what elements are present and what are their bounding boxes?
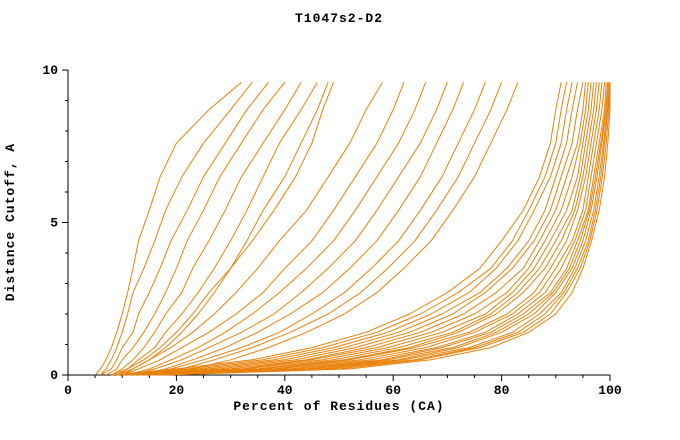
series-line	[100, 81, 269, 376]
series-line	[154, 82, 611, 376]
series-line	[127, 82, 587, 376]
series-line	[138, 82, 597, 376]
series-line	[132, 82, 448, 376]
series-line	[149, 82, 607, 376]
x-tick-label: 20	[169, 383, 185, 398]
series-line	[116, 82, 568, 376]
series-line	[111, 82, 335, 376]
y-tick-label: 0	[50, 368, 58, 383]
series-line	[143, 82, 603, 376]
y-tick-label: 5	[50, 216, 58, 231]
series-line	[154, 82, 610, 376]
series-line	[127, 82, 427, 376]
series-lines	[94, 81, 611, 376]
series-line	[138, 82, 600, 376]
series-line	[149, 82, 503, 376]
x-tick-label: 40	[277, 383, 293, 398]
series-line	[116, 81, 383, 376]
x-tick-label: 100	[598, 383, 622, 398]
x-axis-label: Percent of Residues (CA)	[233, 399, 444, 414]
series-line	[116, 82, 573, 376]
series-line	[111, 82, 562, 376]
series-line	[143, 82, 486, 376]
x-tick-label: 60	[385, 383, 401, 398]
series-line	[111, 81, 302, 376]
series-line	[149, 82, 609, 376]
series-line	[132, 82, 592, 376]
series-line	[132, 82, 595, 376]
series-line	[165, 82, 611, 376]
series-line	[122, 82, 405, 376]
series-line	[160, 82, 611, 376]
y-tick-label: 10	[42, 63, 58, 78]
series-line	[105, 81, 286, 376]
series-line	[143, 82, 606, 376]
series-line	[100, 81, 253, 376]
series-line	[121, 82, 329, 376]
series-line	[154, 82, 519, 376]
y-axis-label: Distance Cutoff, A	[3, 143, 18, 301]
series-line	[138, 82, 465, 376]
x-tick-label: 80	[494, 383, 510, 398]
chart-title: T1047s2-D2	[295, 11, 383, 26]
series-line	[122, 82, 584, 376]
series-line	[116, 81, 318, 376]
x-tick-label: 0	[64, 383, 72, 398]
series-line	[94, 81, 242, 376]
series-line	[160, 82, 611, 376]
series-line	[122, 82, 578, 376]
series-line	[127, 82, 589, 376]
